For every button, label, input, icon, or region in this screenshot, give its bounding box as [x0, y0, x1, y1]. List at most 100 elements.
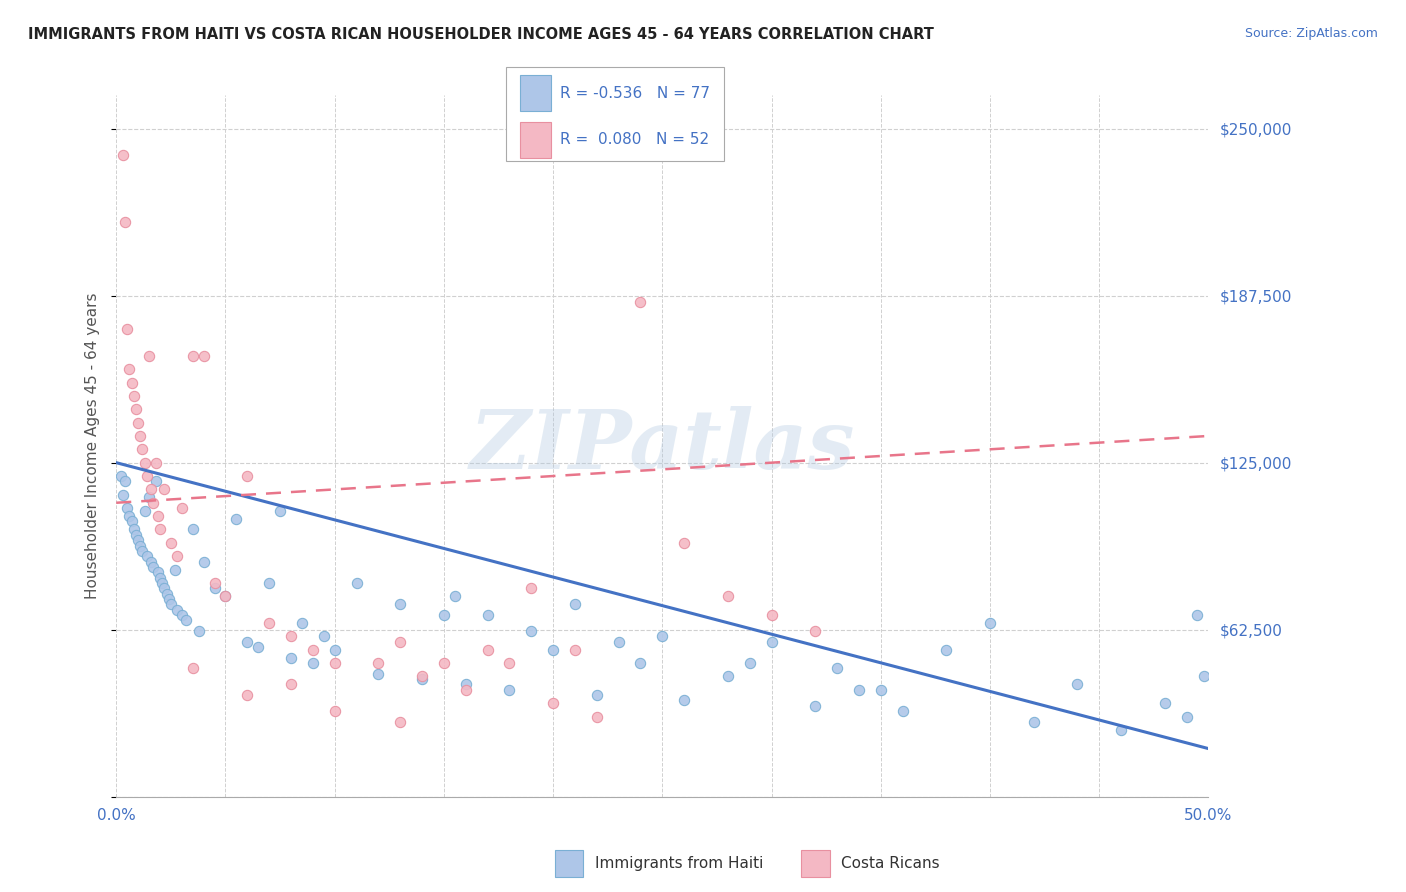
Point	[738, 656, 761, 670]
Point	[155, 586, 177, 600]
Point	[630, 656, 652, 670]
Point	[389, 634, 412, 648]
Point	[312, 629, 335, 643]
Point	[477, 607, 499, 622]
Point	[323, 704, 346, 718]
Point	[146, 509, 169, 524]
Point	[135, 549, 157, 564]
Point	[193, 555, 215, 569]
Point	[125, 528, 148, 542]
Point	[443, 589, 465, 603]
Point	[433, 607, 456, 622]
Point	[142, 560, 165, 574]
Text: R =  0.080   N = 52: R = 0.080 N = 52	[560, 132, 709, 147]
Point	[181, 661, 204, 675]
Point	[236, 469, 259, 483]
Point	[717, 589, 740, 603]
Point	[114, 215, 136, 229]
Point	[804, 624, 827, 638]
Point	[1066, 677, 1088, 691]
Point	[115, 322, 138, 336]
Point	[193, 349, 215, 363]
Point	[498, 656, 520, 670]
Point	[1109, 723, 1132, 737]
Point	[145, 475, 167, 489]
Point	[541, 642, 564, 657]
Point	[1175, 709, 1198, 723]
Point	[149, 571, 172, 585]
Point	[848, 682, 870, 697]
Point	[111, 148, 134, 162]
Point	[477, 642, 499, 657]
Point	[122, 523, 145, 537]
Text: Source: ZipAtlas.com: Source: ZipAtlas.com	[1244, 27, 1378, 40]
Point	[651, 629, 673, 643]
Point	[411, 669, 433, 683]
Point	[160, 536, 183, 550]
Point	[291, 615, 314, 630]
Point	[269, 504, 291, 518]
Point	[134, 504, 156, 518]
Point	[166, 602, 188, 616]
Point	[1022, 714, 1045, 729]
Point	[141, 483, 163, 497]
Point	[411, 672, 433, 686]
Point	[280, 629, 302, 643]
Point	[520, 581, 543, 595]
Point	[869, 682, 891, 697]
Point	[302, 656, 325, 670]
Point	[367, 656, 389, 670]
Point	[138, 349, 160, 363]
Point	[131, 442, 153, 457]
Point	[118, 509, 141, 524]
Point	[280, 677, 302, 691]
Point	[236, 634, 259, 648]
Point	[323, 642, 346, 657]
Point	[717, 669, 740, 683]
Point	[585, 709, 607, 723]
Point	[110, 469, 132, 483]
Point	[142, 496, 165, 510]
Point	[236, 688, 259, 702]
Point	[1192, 669, 1215, 683]
Point	[122, 389, 145, 403]
Point	[214, 589, 236, 603]
Point	[498, 682, 520, 697]
Point	[935, 642, 957, 657]
Point	[389, 597, 412, 611]
Point	[188, 624, 211, 638]
Point	[979, 615, 1001, 630]
Point	[134, 456, 156, 470]
Point	[170, 607, 193, 622]
Point	[433, 656, 456, 670]
Point	[761, 634, 783, 648]
Point	[153, 483, 176, 497]
Point	[129, 429, 152, 443]
Point	[607, 634, 630, 648]
Point	[181, 523, 204, 537]
Point	[127, 533, 149, 548]
Point	[564, 597, 586, 611]
Point	[138, 491, 160, 505]
Point	[323, 656, 346, 670]
Point	[141, 555, 163, 569]
Point	[160, 597, 183, 611]
Text: R = -0.536   N = 77: R = -0.536 N = 77	[560, 86, 710, 101]
Point	[454, 677, 477, 691]
Point	[225, 512, 247, 526]
Point	[257, 575, 280, 590]
Point	[111, 488, 134, 502]
Point	[204, 581, 226, 595]
Point	[761, 607, 783, 622]
Point	[454, 682, 477, 697]
Point	[174, 613, 197, 627]
Point	[541, 696, 564, 710]
Point	[170, 501, 193, 516]
Point	[129, 539, 152, 553]
Text: ZIPatlas: ZIPatlas	[470, 406, 855, 486]
Point	[127, 416, 149, 430]
Point	[673, 536, 696, 550]
Point	[118, 362, 141, 376]
Point	[214, 589, 236, 603]
Point	[150, 575, 173, 590]
